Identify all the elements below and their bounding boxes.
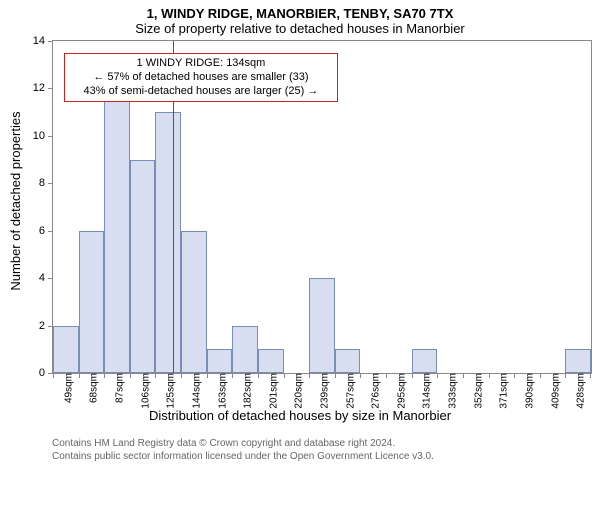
y-tick-label: 2	[39, 320, 53, 332]
x-tick-label: 106sqm	[134, 373, 151, 409]
x-tick	[130, 373, 131, 378]
x-tick-label: 220sqm	[288, 373, 305, 409]
x-tick-label: 390sqm	[518, 373, 535, 409]
y-tick-label: 6	[39, 225, 53, 237]
histogram-bar	[565, 349, 591, 373]
x-tick-label: 144sqm	[185, 373, 202, 409]
x-tick	[53, 373, 54, 378]
x-tick-label: 87sqm	[109, 373, 126, 403]
x-tick	[590, 373, 591, 378]
x-tick-label: 371sqm	[493, 373, 510, 409]
x-tick-label: 295sqm	[390, 373, 407, 409]
y-tick-label: 10	[33, 130, 53, 142]
x-tick	[335, 373, 336, 378]
x-tick	[309, 373, 310, 378]
x-tick	[463, 373, 464, 378]
x-tick-label: 163sqm	[211, 373, 228, 409]
histogram-bar	[181, 231, 207, 373]
y-tick-label: 12	[33, 82, 53, 94]
x-tick	[360, 373, 361, 378]
x-tick-label: 409sqm	[544, 373, 561, 409]
y-tick-label: 14	[33, 35, 53, 47]
y-tick-label: 8	[39, 177, 53, 189]
x-tick-label: 49sqm	[57, 373, 74, 403]
x-tick	[232, 373, 233, 378]
x-tick-label: 239sqm	[314, 373, 331, 409]
x-tick	[514, 373, 515, 378]
annotation-line: ← 57% of detached houses are smaller (33…	[69, 70, 333, 84]
plot-area: 0246810121449sqm68sqm87sqm106sqm125sqm14…	[52, 40, 592, 374]
x-tick-label: 68sqm	[83, 373, 100, 403]
x-tick-label: 314sqm	[416, 373, 433, 409]
annotation-line: 43% of semi-detached houses are larger (…	[69, 84, 333, 98]
page-title-line1: 1, WINDY RIDGE, MANORBIER, TENBY, SA70 7…	[0, 6, 600, 21]
histogram-bar	[207, 349, 233, 373]
x-tick-label: 257sqm	[339, 373, 356, 409]
histogram-bar	[79, 231, 105, 373]
x-tick	[258, 373, 259, 378]
annotation-line: 1 WINDY RIDGE: 134sqm	[69, 56, 333, 70]
y-tick-label: 0	[39, 367, 53, 379]
x-tick	[489, 373, 490, 378]
histogram-bar	[258, 349, 284, 373]
footer-line1: Contains HM Land Registry data © Crown c…	[52, 437, 590, 450]
chart-container: 0246810121449sqm68sqm87sqm106sqm125sqm14…	[52, 40, 592, 402]
x-tick-label: 276sqm	[365, 373, 382, 409]
x-tick-label: 333sqm	[442, 373, 459, 409]
x-tick-label: 352sqm	[467, 373, 484, 409]
annotation-box: 1 WINDY RIDGE: 134sqm← 57% of detached h…	[64, 53, 338, 102]
x-tick	[565, 373, 566, 378]
x-tick	[437, 373, 438, 378]
histogram-bar	[335, 349, 361, 373]
x-tick	[155, 373, 156, 378]
x-tick-label: 201sqm	[262, 373, 279, 409]
x-tick-label: 428sqm	[570, 373, 587, 409]
histogram-bar	[232, 326, 258, 373]
x-tick	[412, 373, 413, 378]
x-tick	[284, 373, 285, 378]
histogram-bar	[104, 88, 130, 373]
x-tick	[181, 373, 182, 378]
histogram-bar	[130, 160, 156, 373]
x-tick	[207, 373, 208, 378]
histogram-bar	[412, 349, 438, 373]
histogram-bar	[309, 278, 335, 373]
y-tick-label: 4	[39, 272, 53, 284]
footer-line2: Contains public sector information licen…	[52, 450, 590, 463]
x-tick-label: 125sqm	[160, 373, 177, 409]
x-tick	[104, 373, 105, 378]
x-tick	[540, 373, 541, 378]
page-title-line2: Size of property relative to detached ho…	[0, 21, 600, 36]
histogram-bar	[53, 326, 79, 373]
x-tick	[79, 373, 80, 378]
x-tick-label: 182sqm	[237, 373, 254, 409]
footer: Contains HM Land Registry data © Crown c…	[52, 437, 590, 463]
x-axis-label: Distribution of detached houses by size …	[0, 408, 600, 423]
y-axis-label: Number of detached properties	[8, 111, 23, 290]
x-tick	[386, 373, 387, 378]
histogram-bar	[155, 112, 181, 373]
